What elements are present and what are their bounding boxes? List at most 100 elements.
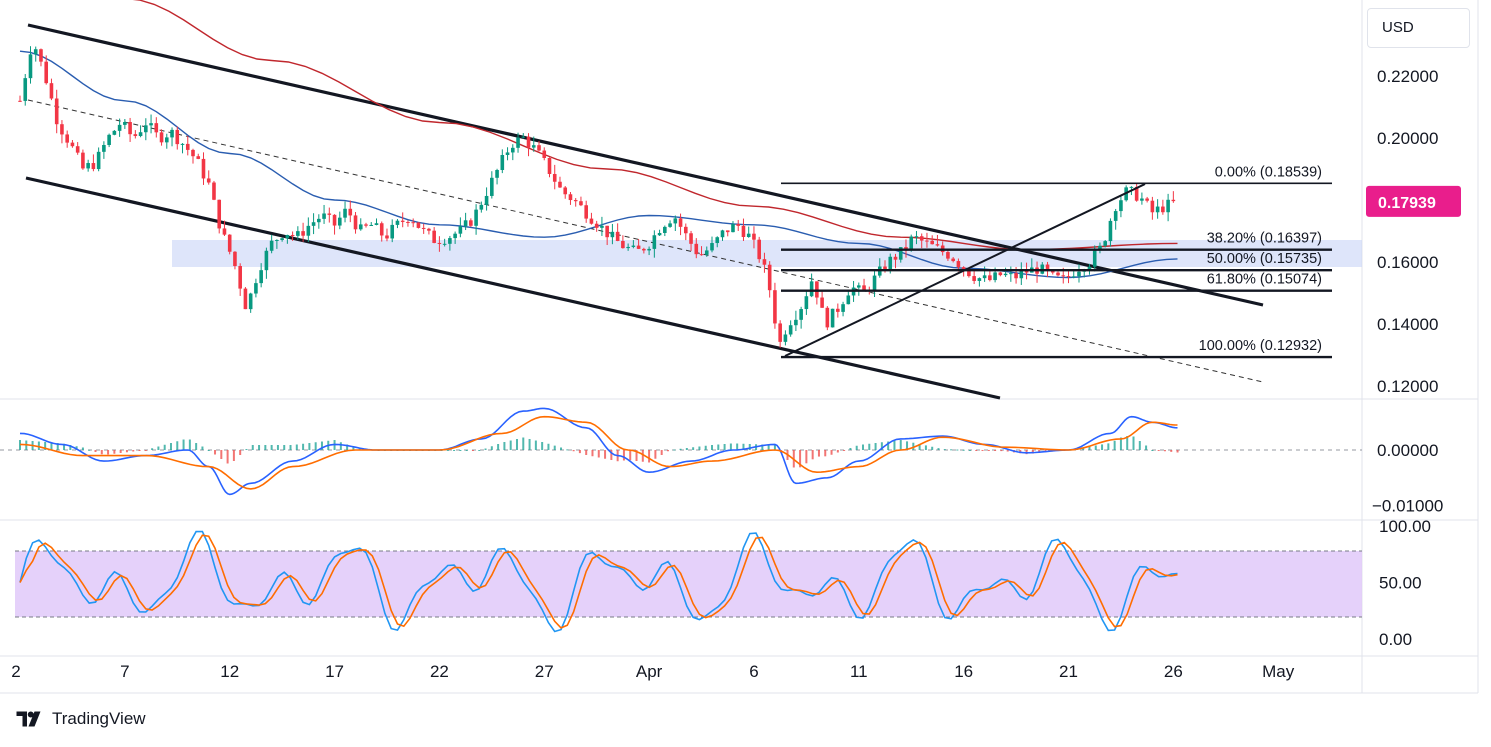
price-tick-label: 0.12000: [1377, 377, 1438, 396]
macd-histogram-bar: [75, 446, 78, 450]
candle-body: [946, 252, 950, 259]
macd-histogram-bar: [698, 446, 701, 450]
currency-selector[interactable]: USD: [1367, 8, 1470, 48]
macd-histogram-bar: [679, 448, 682, 450]
candle-body: [75, 146, 80, 153]
candle-body: [998, 272, 1003, 276]
candle-body: [400, 220, 405, 222]
candle-body: [1087, 266, 1092, 271]
tradingview-brand[interactable]: TradingView: [16, 709, 146, 729]
candle-body: [1155, 206, 1160, 213]
stoch-axis: 100.00 50.00 0.00: [1379, 517, 1431, 649]
macd-histogram-bar: [478, 450, 481, 451]
candle-body: [243, 288, 248, 310]
macd-histogram-bar: [1094, 445, 1097, 450]
time-tick-label: 17: [325, 662, 344, 681]
currency-label: USD: [1382, 19, 1414, 36]
candle-body: [982, 275, 987, 279]
candle-body: [904, 247, 908, 249]
macd-histogram-bar: [88, 449, 91, 451]
candle-body: [442, 243, 447, 245]
macd-histogram-bar: [69, 445, 72, 450]
macd-histogram-bar: [1170, 450, 1173, 452]
macd-histogram-bar: [44, 442, 47, 450]
macd-histogram-bar: [704, 445, 707, 450]
macd-histogram-bar: [320, 441, 323, 450]
macd-histogram-bar: [1132, 436, 1135, 450]
candle-body: [600, 225, 604, 228]
fib-level-label: 61.80% (0.15074): [1207, 272, 1322, 288]
macd-histogram-bar: [1107, 443, 1110, 450]
macd-histogram-bar: [610, 450, 613, 460]
candle-body: [631, 245, 636, 247]
macd-histogram-bar: [711, 445, 714, 450]
candle-body: [967, 270, 971, 277]
candle-body: [374, 223, 379, 225]
candle-body: [280, 238, 284, 240]
candle-body: [201, 158, 206, 179]
candle-body: [1098, 245, 1102, 251]
macd-histogram-bar: [1176, 450, 1179, 453]
candle-body: [794, 319, 798, 326]
macd-histogram-bar: [1151, 450, 1154, 451]
macd-histogram-bar: [497, 444, 500, 450]
fib-trend-line: [784, 183, 1146, 357]
candle-body: [86, 163, 90, 169]
macd-histogram-bar: [1082, 447, 1085, 450]
candle-body: [830, 308, 835, 328]
macd-histogram-bar: [937, 448, 940, 450]
candle-body: [694, 243, 699, 255]
macd-histogram-bar: [169, 443, 172, 450]
candle-body: [70, 142, 75, 147]
candle-body: [741, 225, 746, 237]
macd-histogram-bar: [1006, 450, 1009, 452]
macd-histogram-bar: [295, 444, 298, 450]
candle-body: [799, 309, 803, 320]
candle-body: [804, 296, 809, 310]
fib-level-label: 100.00% (0.12932): [1199, 338, 1322, 354]
candle-body: [914, 236, 919, 238]
candle-body: [406, 221, 410, 223]
candle-body: [296, 231, 300, 236]
fib-retracement: 0.00% (0.18539) 38.20% (0.16397) 50.00% (0…: [781, 164, 1332, 359]
macd-histogram-bar: [201, 446, 204, 450]
macd-histogram-bar: [874, 443, 877, 450]
candle-body: [285, 234, 290, 239]
candle-body: [836, 308, 840, 312]
candle-body: [1092, 250, 1097, 267]
macd-histogram-bar: [302, 443, 305, 450]
candle-body: [44, 61, 49, 84]
candle-body: [1113, 211, 1118, 221]
candle-body: [1145, 198, 1149, 201]
candle-body: [264, 250, 269, 271]
candle-body: [1161, 206, 1165, 213]
candle-body: [521, 136, 526, 138]
candle-body: [1134, 186, 1139, 201]
candle-body: [1150, 200, 1155, 213]
candle-body: [112, 130, 117, 135]
candle-body: [773, 290, 777, 324]
macd-histogram-bar: [528, 439, 531, 450]
candle-body: [379, 223, 384, 236]
macd-histogram-bar: [1113, 440, 1116, 450]
candle-body: [1103, 241, 1107, 246]
candle-body: [117, 124, 122, 131]
candle-body: [1061, 275, 1066, 277]
candle-body: [217, 199, 222, 229]
candle-body: [185, 143, 190, 150]
candle-body: [526, 136, 531, 148]
macd-histogram-bar: [276, 445, 279, 450]
candle-body: [390, 224, 395, 239]
candle-body: [353, 215, 358, 230]
macd-tick-label: 0.00000: [1377, 441, 1438, 460]
macd-histogram-bar: [572, 450, 575, 452]
candle-body: [458, 226, 463, 234]
candle-body: [883, 266, 887, 270]
macd-histogram-bar: [245, 449, 248, 451]
candle-body: [788, 325, 793, 335]
macd-histogram-bar: [264, 445, 267, 450]
stoch-tick-label: 50.00: [1379, 574, 1422, 593]
macd-histogram-bar: [465, 450, 468, 451]
time-tick-label: 16: [954, 662, 973, 681]
